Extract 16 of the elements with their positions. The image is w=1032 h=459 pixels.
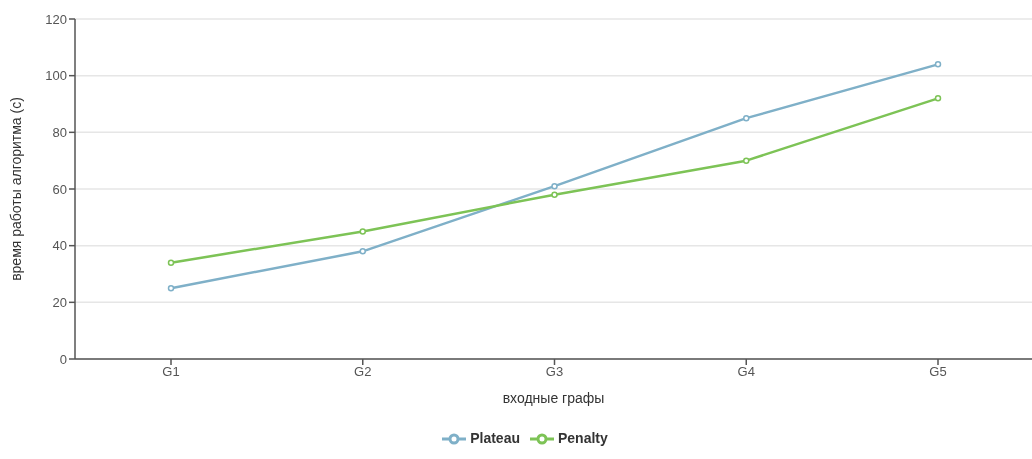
y-tick-label: 100 (45, 68, 67, 84)
legend-label: Penalty (558, 429, 608, 446)
y-tick-label: 80 (52, 124, 67, 140)
y-tick-label: 120 (45, 11, 67, 27)
y-tick-label: 20 (52, 294, 67, 310)
x-tick-label: G5 (929, 364, 947, 380)
x-tick-label: G4 (737, 364, 755, 380)
legend-label: Plateau (470, 429, 520, 446)
x-tick-label: G3 (545, 364, 564, 380)
x-tick-label: G2 (354, 364, 372, 380)
y-tick-label: 60 (52, 181, 67, 197)
y-axis-title: время работы алгоритма (с) (7, 97, 24, 281)
y-tick-label: 0 (59, 351, 67, 367)
y-tick-label: 40 (52, 238, 67, 254)
x-tick-label: G1 (162, 364, 180, 380)
x-axis-title: входные графы (502, 390, 605, 406)
